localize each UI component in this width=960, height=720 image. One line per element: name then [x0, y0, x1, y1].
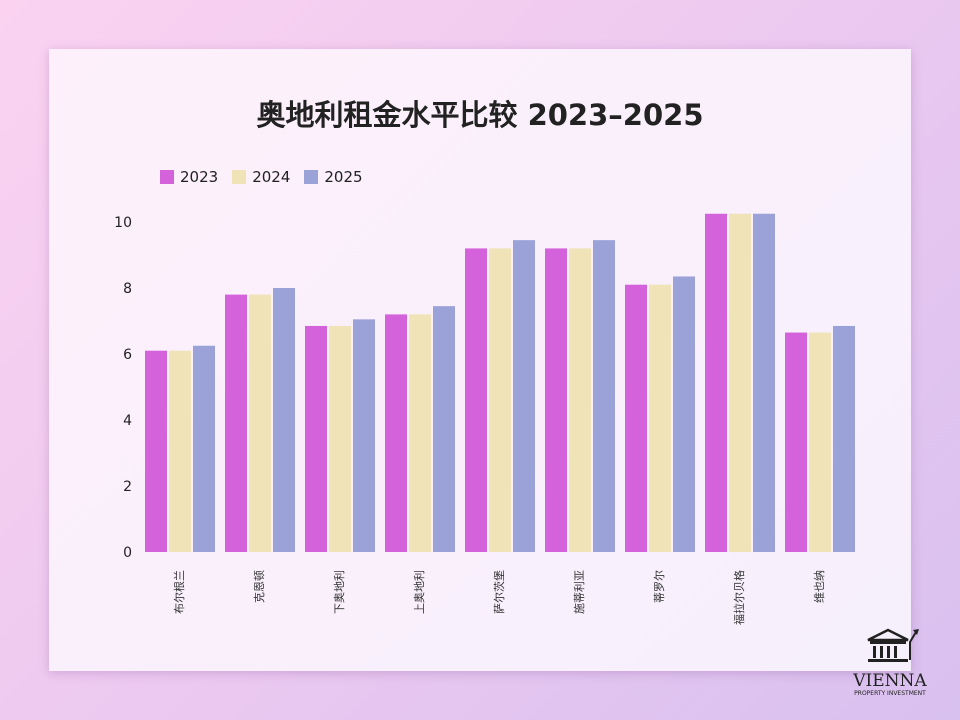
logo-tagline: PROPERTY INVESTMENT — [854, 690, 926, 697]
bar-2025 — [833, 325, 855, 552]
bar-2024 — [169, 350, 191, 552]
x-tick-label: 萨尔茨堡 — [492, 570, 506, 614]
bar-2025 — [513, 240, 535, 552]
y-tick-label: 0 — [123, 545, 132, 561]
bar-2023 — [705, 213, 727, 552]
bar-2024 — [649, 284, 671, 552]
legend-item[interactable]: 2023 — [160, 168, 218, 186]
y-tick-label: 4 — [123, 413, 132, 429]
bar-2025 — [193, 345, 215, 552]
legend-label: 2025 — [324, 168, 363, 186]
logo-name: VIENNA — [853, 671, 927, 691]
y-tick-label: 8 — [123, 281, 132, 297]
chart-title: 奥地利租金水平比较 2023–2025 — [256, 98, 704, 132]
x-tick-label: 福拉尔贝格 — [732, 570, 746, 625]
y-tick-label: 6 — [123, 347, 132, 363]
bar-2024 — [489, 248, 511, 552]
x-tick-label: 维也纳 — [813, 570, 826, 603]
bar-2024 — [569, 248, 591, 552]
x-tick-label: 蒂罗尔 — [653, 570, 666, 603]
x-tick-label: 克恩顿 — [252, 570, 266, 603]
bar-2025 — [593, 240, 615, 552]
bar-2024 — [809, 332, 831, 552]
bar-2023 — [785, 332, 807, 552]
legend: 2023 2024 2025 — [160, 168, 363, 186]
bar-2024 — [729, 213, 751, 552]
bar-2024 — [409, 314, 431, 552]
bar-2023 — [145, 350, 167, 552]
bar-2024 — [249, 294, 271, 552]
y-tick-label: 10 — [114, 215, 132, 231]
bar-2023 — [385, 314, 407, 552]
bar-2025 — [353, 319, 375, 552]
y-tick-label: 2 — [123, 479, 132, 495]
x-tick-label: 施蒂利亚 — [573, 570, 586, 614]
bar-2023 — [305, 325, 327, 552]
legend-swatch — [304, 170, 319, 184]
bar-2025 — [433, 306, 455, 552]
bar-2025 — [673, 276, 695, 552]
bar-2025 — [273, 288, 295, 552]
bank-chart-icon — [867, 628, 919, 662]
logo: VIENNA PROPERTY INVESTMENT — [845, 626, 935, 697]
legend-swatch — [232, 170, 247, 184]
x-tick-label: 上奥地利 — [412, 570, 426, 614]
bar-2023 — [545, 248, 567, 552]
bar-2023 — [465, 248, 487, 552]
legend-label: 2024 — [252, 168, 291, 186]
bar-2024 — [329, 325, 351, 552]
legend-item[interactable]: 2024 — [232, 168, 290, 186]
bar-2023 — [225, 294, 247, 552]
x-tick-label: 下奥地利 — [332, 570, 346, 614]
x-tick-label: 布尔根兰 — [172, 570, 186, 614]
bar-2025 — [753, 213, 775, 552]
legend-label: 2023 — [180, 168, 219, 186]
bar-2023 — [625, 284, 647, 552]
legend-swatch — [160, 170, 174, 184]
legend-item[interactable]: 2025 — [304, 168, 363, 186]
